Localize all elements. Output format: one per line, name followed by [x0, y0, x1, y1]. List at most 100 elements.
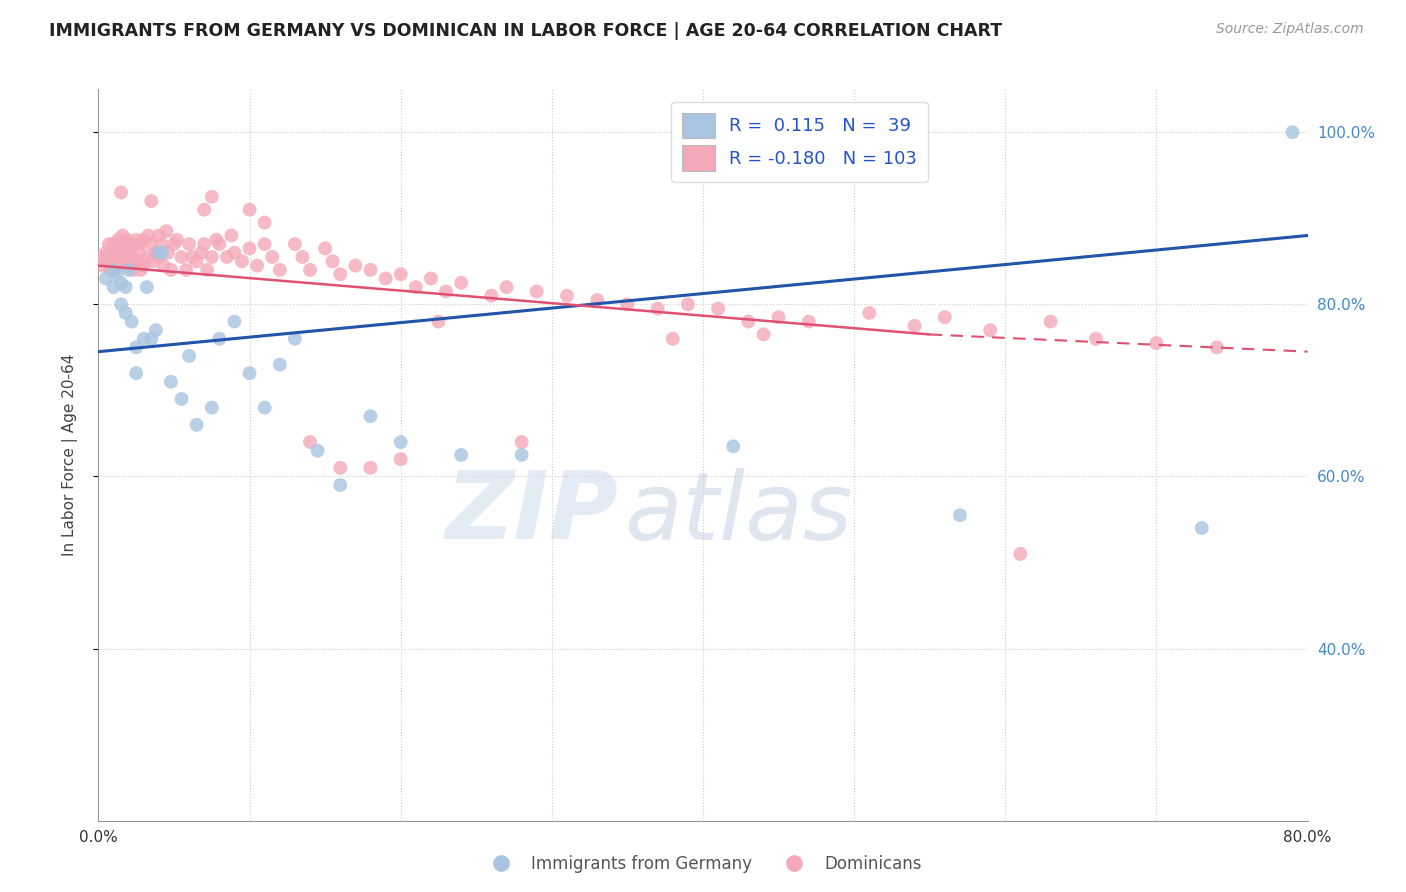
Point	[450, 448, 472, 462]
Point	[132, 233, 155, 247]
Point	[129, 263, 152, 277]
Point	[752, 327, 775, 342]
Point	[949, 508, 972, 523]
Point	[481, 289, 503, 303]
Point	[186, 417, 208, 432]
Point	[125, 340, 148, 354]
Point	[208, 237, 231, 252]
Point	[934, 310, 956, 325]
Point	[420, 271, 443, 285]
Point	[723, 439, 745, 453]
Text: ZIP: ZIP	[446, 467, 619, 559]
Point	[181, 250, 204, 264]
Point	[510, 435, 533, 450]
Point	[676, 297, 699, 311]
Point	[526, 285, 548, 299]
Point	[132, 259, 155, 273]
Point	[152, 259, 174, 273]
Point	[125, 254, 148, 268]
Point	[329, 460, 352, 475]
Point	[105, 259, 128, 273]
Point	[118, 254, 141, 268]
Point	[201, 401, 224, 415]
Point	[121, 314, 143, 328]
Point	[797, 314, 820, 328]
Y-axis label: In Labor Force | Age 20-64: In Labor Force | Age 20-64	[62, 354, 77, 556]
Point	[174, 263, 197, 277]
Point	[186, 254, 208, 268]
Point	[110, 237, 132, 252]
Point	[150, 245, 173, 260]
Point	[253, 216, 276, 230]
Point	[141, 194, 163, 208]
Point	[170, 392, 193, 406]
Point	[135, 280, 157, 294]
Point	[179, 349, 201, 363]
Text: Source: ZipAtlas.com: Source: ZipAtlas.com	[1216, 22, 1364, 37]
Point	[314, 241, 336, 255]
Point	[253, 401, 276, 415]
Point	[166, 233, 188, 247]
Point	[768, 310, 790, 325]
Point	[193, 202, 215, 217]
Point	[239, 202, 262, 217]
Point	[284, 332, 307, 346]
Point	[129, 237, 152, 252]
Point	[224, 314, 246, 328]
Point	[224, 245, 246, 260]
Point	[110, 276, 132, 290]
Point	[586, 293, 609, 307]
Point	[239, 366, 262, 380]
Point	[110, 186, 132, 200]
Point	[100, 263, 122, 277]
Point	[145, 323, 167, 337]
Point	[1281, 125, 1303, 139]
Point	[115, 233, 138, 247]
Point	[148, 228, 170, 243]
Point	[208, 332, 231, 346]
Point	[231, 254, 253, 268]
Point	[118, 237, 141, 252]
Point	[155, 224, 177, 238]
Point	[215, 250, 238, 264]
Point	[979, 323, 1001, 337]
Point	[108, 250, 131, 264]
Text: atlas: atlas	[624, 468, 852, 559]
Point	[128, 245, 150, 260]
Point	[450, 276, 472, 290]
Point	[160, 263, 183, 277]
Point	[112, 254, 135, 268]
Point	[201, 190, 224, 204]
Point	[555, 289, 578, 303]
Point	[1039, 314, 1062, 328]
Point	[1144, 336, 1167, 351]
Point	[427, 314, 450, 328]
Point	[141, 332, 163, 346]
Point	[389, 267, 412, 281]
Point	[616, 297, 638, 311]
Point	[127, 254, 149, 268]
Point	[110, 254, 132, 268]
Point	[105, 267, 128, 281]
Point	[114, 280, 136, 294]
Point	[179, 237, 201, 252]
Point	[111, 228, 134, 243]
Point	[360, 460, 382, 475]
Point	[904, 318, 927, 333]
Point	[190, 245, 212, 260]
Point	[389, 452, 412, 467]
Point	[122, 237, 145, 252]
Point	[246, 259, 269, 273]
Point	[389, 435, 412, 450]
Point	[103, 280, 125, 294]
Point	[1010, 547, 1032, 561]
Point	[737, 314, 759, 328]
Point	[344, 259, 367, 273]
Point	[707, 301, 730, 316]
Point	[661, 332, 683, 346]
Point	[495, 280, 517, 294]
Point	[114, 306, 136, 320]
Point	[122, 263, 145, 277]
Point	[1191, 521, 1213, 535]
Point	[94, 245, 117, 260]
